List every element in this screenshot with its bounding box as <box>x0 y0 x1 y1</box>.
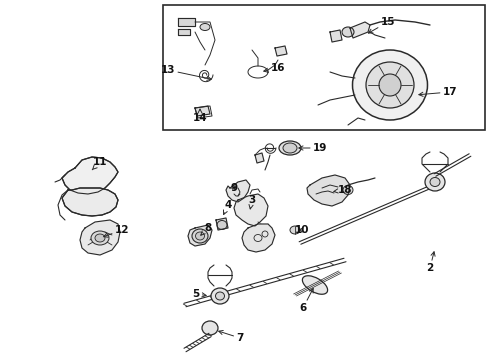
Ellipse shape <box>290 226 300 234</box>
Polygon shape <box>188 225 212 246</box>
Polygon shape <box>307 175 350 206</box>
Text: 5: 5 <box>193 289 206 299</box>
Ellipse shape <box>352 50 427 120</box>
Polygon shape <box>62 157 118 194</box>
Ellipse shape <box>366 62 414 108</box>
Bar <box>163 5 485 130</box>
Text: 9: 9 <box>230 183 238 193</box>
Polygon shape <box>242 224 275 252</box>
Ellipse shape <box>283 143 297 153</box>
Text: 6: 6 <box>299 288 313 313</box>
Polygon shape <box>216 218 228 230</box>
Polygon shape <box>275 46 287 56</box>
Polygon shape <box>255 153 264 163</box>
Text: 19: 19 <box>299 143 327 153</box>
Text: 11: 11 <box>92 157 107 170</box>
Text: 4: 4 <box>223 200 232 215</box>
Ellipse shape <box>217 220 227 230</box>
Polygon shape <box>226 180 250 202</box>
Ellipse shape <box>279 141 301 155</box>
Polygon shape <box>350 22 370 38</box>
Polygon shape <box>178 29 190 35</box>
Text: 17: 17 <box>419 87 457 97</box>
Text: 8: 8 <box>201 223 212 235</box>
Ellipse shape <box>91 231 109 245</box>
Ellipse shape <box>200 23 210 31</box>
Text: 3: 3 <box>248 195 256 209</box>
Ellipse shape <box>211 288 229 304</box>
Polygon shape <box>178 18 195 26</box>
Polygon shape <box>330 30 342 42</box>
Text: 10: 10 <box>295 225 309 235</box>
Text: 15: 15 <box>368 17 395 33</box>
Ellipse shape <box>342 27 354 37</box>
Polygon shape <box>195 106 210 116</box>
Text: 12: 12 <box>103 225 129 237</box>
Polygon shape <box>80 220 120 255</box>
Polygon shape <box>62 188 118 216</box>
Text: 16: 16 <box>264 63 285 73</box>
Ellipse shape <box>202 321 218 335</box>
Ellipse shape <box>95 234 105 242</box>
Text: 7: 7 <box>219 330 244 343</box>
Ellipse shape <box>425 173 445 191</box>
Ellipse shape <box>216 292 224 300</box>
Ellipse shape <box>192 229 208 243</box>
Ellipse shape <box>343 185 353 194</box>
Ellipse shape <box>196 232 204 240</box>
Text: 13: 13 <box>161 65 211 80</box>
Text: 18: 18 <box>334 185 352 195</box>
Ellipse shape <box>302 276 328 294</box>
Ellipse shape <box>379 74 401 96</box>
Polygon shape <box>234 194 268 226</box>
Text: 14: 14 <box>193 109 207 123</box>
Text: 2: 2 <box>426 252 435 273</box>
Ellipse shape <box>430 177 440 186</box>
